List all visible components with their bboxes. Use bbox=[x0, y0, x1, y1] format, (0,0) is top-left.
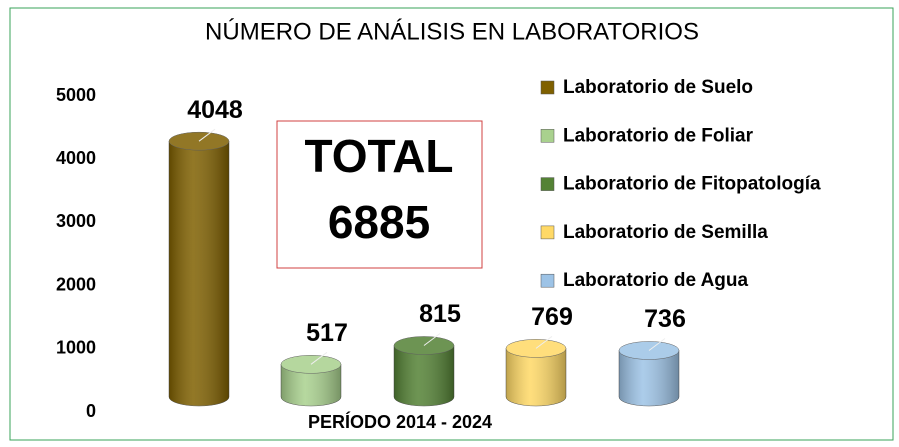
y-tick-label: 3000 bbox=[56, 211, 96, 231]
leader-line bbox=[310, 351, 328, 365]
y-tick-label: 2000 bbox=[56, 274, 96, 294]
cylinder-shade bbox=[506, 348, 566, 406]
chart-title: NÚMERO DE ANÁLISIS EN LABORATORIOS bbox=[205, 18, 699, 45]
x-axis-label: PERÍODO 2014 - 2024 bbox=[308, 411, 492, 432]
value-label: 769 bbox=[531, 303, 573, 331]
leader-line bbox=[198, 128, 216, 142]
leader-line bbox=[648, 338, 666, 351]
value-label: 815 bbox=[419, 300, 461, 328]
y-tick-label: 5000 bbox=[56, 85, 96, 105]
legend-label: Laboratorio de Fitopatología bbox=[563, 174, 821, 195]
legend-swatch bbox=[540, 225, 555, 240]
leader-line bbox=[423, 333, 441, 346]
cylinder-shade bbox=[394, 345, 454, 406]
legend-swatch bbox=[540, 177, 555, 191]
total-value: 6885 bbox=[328, 196, 430, 248]
y-tick-label: 0 bbox=[86, 401, 96, 421]
legend-swatch bbox=[540, 129, 555, 143]
legend-label: Laboratorio de Foliar bbox=[563, 125, 754, 146]
legend-swatch bbox=[540, 80, 555, 95]
legend-label: Laboratorio de Agua bbox=[563, 270, 749, 291]
value-label: 517 bbox=[306, 319, 348, 347]
cylinder-shade bbox=[281, 364, 341, 406]
total-box bbox=[276, 120, 483, 269]
legend-label: Laboratorio de Suelo bbox=[563, 77, 753, 98]
leader-line bbox=[535, 335, 553, 349]
cylinder-shade bbox=[619, 350, 679, 406]
legend-label: Laboratorio de Semilla bbox=[563, 222, 768, 243]
y-tick-label: 4000 bbox=[56, 148, 96, 168]
y-tick-label: 1000 bbox=[56, 338, 96, 358]
cylinder-shade bbox=[169, 141, 229, 407]
total-label: TOTAL bbox=[304, 130, 453, 182]
legend-swatch bbox=[540, 273, 555, 288]
value-label: 736 bbox=[644, 305, 686, 333]
value-label: 4048 bbox=[187, 96, 243, 124]
